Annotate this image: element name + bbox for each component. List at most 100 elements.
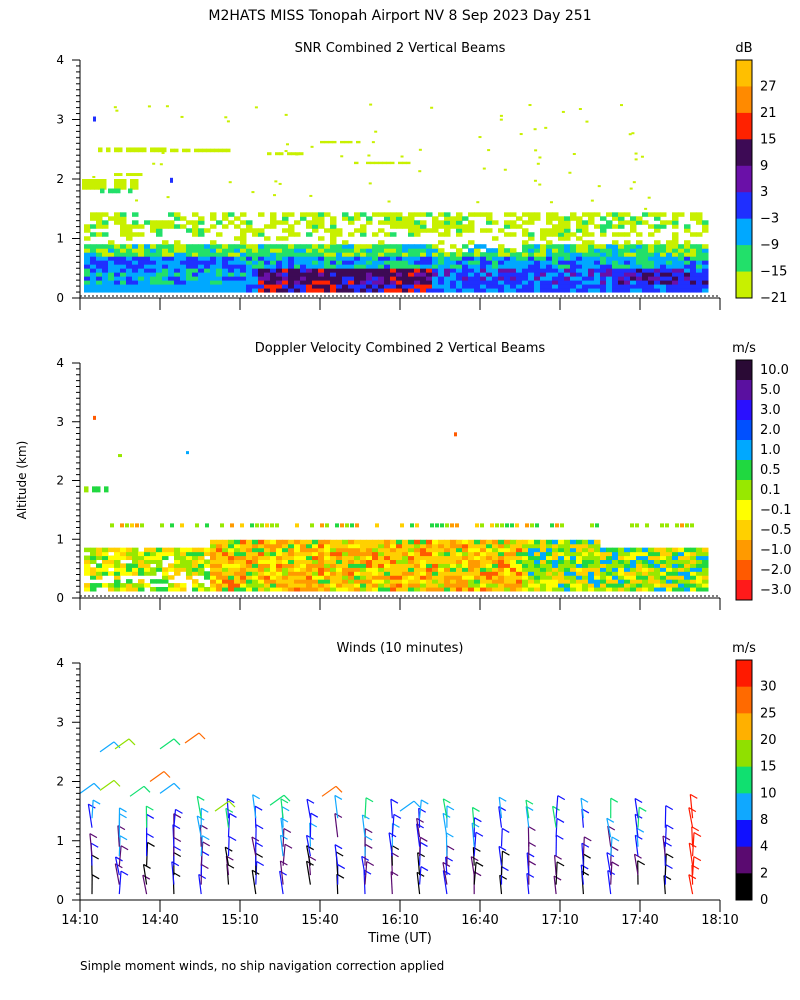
doppler-cell bbox=[90, 555, 97, 561]
doppler-cell bbox=[210, 571, 217, 576]
doppler-cell bbox=[558, 559, 565, 564]
doppler-cell bbox=[246, 575, 253, 580]
doppler-cell bbox=[300, 551, 307, 557]
doppler-cell bbox=[390, 567, 397, 572]
doppler-cell bbox=[702, 587, 709, 592]
snr-cell bbox=[372, 248, 379, 253]
snr-cell bbox=[330, 216, 337, 221]
snr-cell bbox=[522, 240, 529, 245]
snr-cell bbox=[570, 256, 577, 261]
snr-cell bbox=[588, 280, 595, 285]
x-tick-label: 15:40 bbox=[301, 913, 338, 928]
snr-cell bbox=[270, 268, 277, 273]
snr-cell bbox=[426, 228, 433, 233]
snr-cell bbox=[492, 236, 499, 241]
doppler-cell bbox=[438, 539, 445, 545]
doppler-cell bbox=[462, 579, 469, 584]
doppler-cell bbox=[576, 579, 583, 584]
snr-cell bbox=[138, 224, 145, 229]
doppler-cell bbox=[414, 551, 421, 557]
snr-cell bbox=[366, 260, 373, 265]
doppler-cell bbox=[258, 543, 265, 549]
snr-cell bbox=[444, 268, 451, 273]
snr-cell bbox=[648, 288, 655, 293]
doppler-cell bbox=[360, 587, 367, 592]
snr-cell bbox=[522, 228, 529, 233]
doppler-cell bbox=[558, 563, 565, 568]
snr-cell bbox=[282, 280, 289, 285]
doppler-cell bbox=[690, 551, 697, 557]
doppler-cell bbox=[546, 575, 553, 580]
doppler-cell bbox=[354, 555, 361, 561]
snr-cell bbox=[312, 248, 319, 253]
snr-cell bbox=[642, 280, 649, 285]
wind-barb bbox=[498, 846, 503, 866]
snr-cell bbox=[402, 216, 409, 221]
snr-cell bbox=[150, 252, 157, 257]
doppler-cell bbox=[648, 547, 655, 553]
doppler-cell bbox=[660, 575, 667, 580]
doppler-cell bbox=[534, 563, 541, 568]
doppler-cell bbox=[120, 567, 127, 572]
wind-barb bbox=[419, 837, 421, 857]
doppler-cell bbox=[234, 583, 241, 588]
doppler-cell bbox=[348, 555, 355, 561]
doppler-cell bbox=[630, 523, 634, 528]
snr-cell bbox=[606, 268, 613, 273]
snr-cell bbox=[690, 256, 697, 261]
snr-cell bbox=[528, 220, 535, 225]
snr-cell bbox=[264, 244, 271, 249]
doppler-cell bbox=[624, 575, 631, 580]
snr-cell bbox=[360, 260, 367, 265]
wind-barb bbox=[692, 856, 695, 876]
doppler-cell bbox=[528, 555, 535, 561]
wind-barb-flag bbox=[556, 817, 565, 823]
doppler-cell bbox=[240, 559, 247, 564]
doppler-cell bbox=[402, 575, 409, 580]
snr-cell bbox=[630, 244, 637, 249]
snr-cell bbox=[192, 248, 199, 253]
wind-barb bbox=[442, 798, 448, 819]
snr-cell bbox=[576, 220, 583, 225]
doppler-cell bbox=[156, 551, 163, 557]
doppler-cell bbox=[366, 563, 373, 568]
doppler-cell bbox=[680, 523, 684, 528]
doppler-cell bbox=[378, 539, 385, 545]
snr-cell bbox=[336, 232, 343, 237]
snr-cell bbox=[180, 256, 187, 261]
snr-cell bbox=[534, 272, 541, 277]
doppler-cell bbox=[414, 571, 421, 576]
snr-cell bbox=[102, 280, 109, 285]
snr-speck bbox=[274, 180, 278, 183]
doppler-cell bbox=[288, 543, 295, 549]
snr-cell bbox=[486, 272, 493, 277]
doppler-cell bbox=[450, 547, 457, 553]
snr-cell bbox=[456, 224, 463, 229]
snr-cell bbox=[462, 264, 469, 269]
doppler-cell bbox=[138, 579, 145, 584]
snr-cell bbox=[570, 244, 577, 249]
snr-cell bbox=[324, 272, 331, 277]
snr-cell bbox=[660, 288, 667, 293]
snr-cell bbox=[108, 288, 115, 293]
snr-cell bbox=[510, 288, 517, 293]
doppler-cell bbox=[600, 579, 607, 584]
snr-cell bbox=[342, 248, 349, 253]
snr-cell bbox=[116, 188, 121, 194]
doppler-cell bbox=[570, 547, 577, 553]
doppler-cell bbox=[210, 551, 217, 557]
snr-cell bbox=[150, 220, 157, 225]
snr-cell bbox=[114, 147, 119, 153]
doppler-cell bbox=[288, 587, 295, 592]
snr-cell bbox=[162, 220, 169, 225]
wind-barb bbox=[252, 794, 257, 819]
snr-cell bbox=[678, 288, 685, 293]
doppler-cell bbox=[480, 579, 487, 584]
snr-cell bbox=[234, 288, 241, 293]
snr-cell bbox=[390, 248, 397, 253]
doppler-cell bbox=[690, 567, 697, 572]
doppler-cell bbox=[486, 579, 493, 584]
doppler-cell bbox=[84, 567, 91, 572]
doppler-cell bbox=[456, 559, 463, 564]
snr-cell bbox=[576, 224, 583, 229]
